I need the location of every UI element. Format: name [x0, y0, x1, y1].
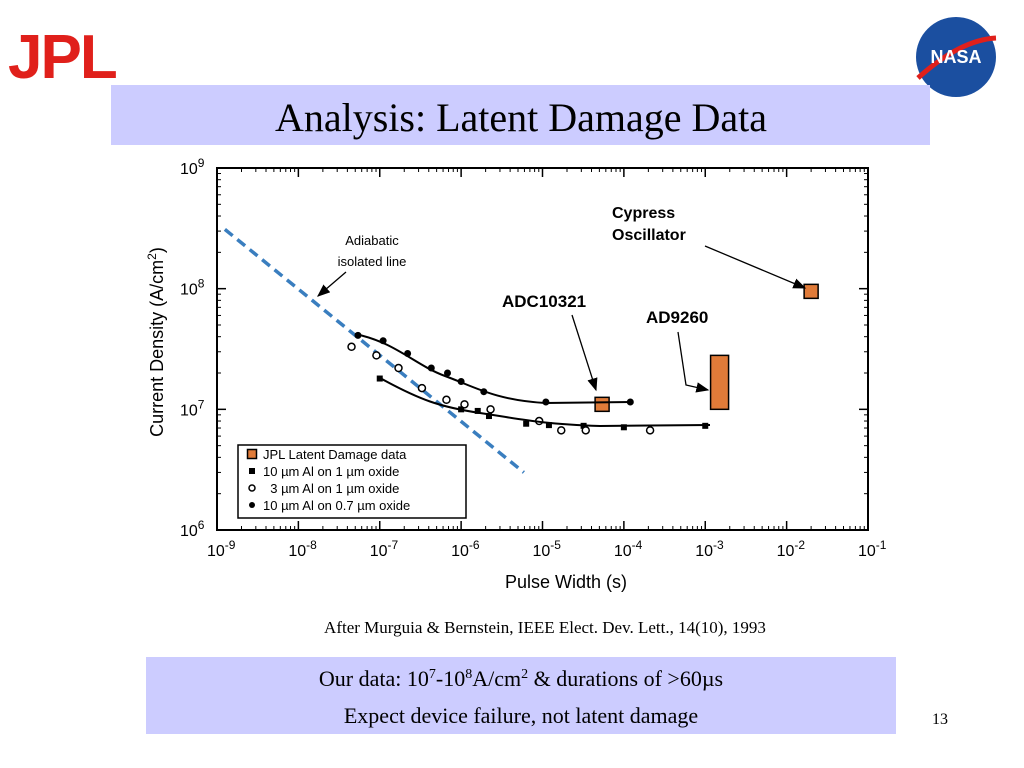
data-point — [557, 426, 566, 435]
summary-line: Our data: 107-108A/cm2 & durations of >6… — [319, 666, 723, 691]
data-point — [347, 342, 356, 352]
jpl-logo: JPL — [8, 23, 116, 92]
y-tick-label: 107 — [180, 397, 205, 419]
annotation: Oscillator — [612, 227, 686, 244]
data-point — [474, 407, 481, 414]
x-tick-label: 10-3 — [695, 538, 724, 560]
data-point — [594, 396, 610, 413]
arrow — [317, 271, 347, 297]
sup: 8 — [465, 667, 472, 682]
data-point — [803, 283, 819, 300]
t: & durations of >60µs — [528, 666, 723, 691]
x-tick-label: 10-1 — [858, 538, 887, 560]
y-axis-label: Current Density (A/cm2) — [145, 247, 167, 437]
slide-title: Analysis: Latent Damage Data — [275, 95, 767, 140]
x-tick-label: 10-7 — [370, 538, 399, 560]
arrow — [677, 331, 710, 393]
legend-marker — [248, 484, 256, 492]
x-tick-label: 10-6 — [451, 538, 480, 560]
t: A/cm — [472, 666, 521, 691]
data-point — [523, 420, 530, 427]
data-point — [460, 400, 469, 409]
data-point — [443, 369, 451, 377]
legend-marker — [246, 448, 258, 460]
y-tick-label: 108 — [180, 277, 205, 299]
summary-box — [146, 657, 896, 734]
fit-curve — [354, 333, 633, 405]
nasa-logo: NASA — [916, 17, 997, 97]
sup: 7 — [429, 667, 436, 682]
x-tick-label: 10-8 — [288, 538, 317, 560]
data-point — [442, 395, 451, 405]
title-band — [111, 85, 930, 145]
citation: After Murguia & Bernstein, IEEE Elect. D… — [324, 618, 766, 637]
legend-box — [237, 444, 467, 519]
summary-line: Expect device failure, not latent damage — [344, 703, 698, 728]
arrow — [704, 245, 807, 289]
data-point — [545, 422, 552, 429]
legend-label: 10 µm Al on 1 µm oxide — [263, 464, 399, 479]
y-tick-label: 106 — [180, 518, 205, 540]
x-tick-label: 10-2 — [777, 538, 806, 560]
arrow — [571, 314, 598, 392]
page-number: 13 — [932, 711, 948, 728]
legend-label: JPL Latent Damage data — [263, 447, 407, 462]
data-point — [620, 424, 627, 431]
data-point — [394, 363, 403, 373]
fit-curve — [379, 377, 711, 428]
sup: 2 — [521, 667, 528, 682]
annotation: ADC10321 — [502, 292, 586, 311]
y-axis-label-part: ) — [147, 247, 167, 253]
y-axis-label-sup: 2 — [145, 253, 159, 260]
legend-label: 3 µm Al on 1 µm oxide — [263, 481, 399, 496]
nasa-text: NASA — [930, 47, 981, 67]
x-tick-label: 10-9 — [207, 538, 236, 560]
t: Our data: 10 — [319, 666, 429, 691]
legend-marker — [249, 502, 255, 508]
data-point — [486, 405, 495, 414]
x-axis-label: Pulse Width (s) — [505, 572, 627, 592]
data-point — [581, 426, 590, 435]
y-tick-label: 109 — [180, 156, 205, 178]
y-axis-label-part: Current Density (A/cm — [147, 260, 167, 437]
x-tick-label: 10-5 — [533, 538, 562, 560]
adiabatic-line — [223, 228, 525, 474]
legend-marker — [249, 468, 255, 474]
x-tick-label: 10-4 — [614, 538, 643, 560]
data-point — [645, 426, 655, 435]
t: -10 — [436, 666, 465, 691]
annotation: Cypress — [612, 205, 675, 222]
annotation: isolated line — [338, 254, 407, 269]
annotation: Adiabatic — [345, 233, 399, 248]
range-bar — [709, 354, 730, 411]
data-point — [417, 383, 427, 393]
data-point — [485, 413, 492, 420]
annotation: AD9260 — [646, 308, 708, 327]
data-point — [372, 351, 381, 360]
legend-label: 10 µm Al on 0.7 µm oxide — [263, 498, 410, 513]
